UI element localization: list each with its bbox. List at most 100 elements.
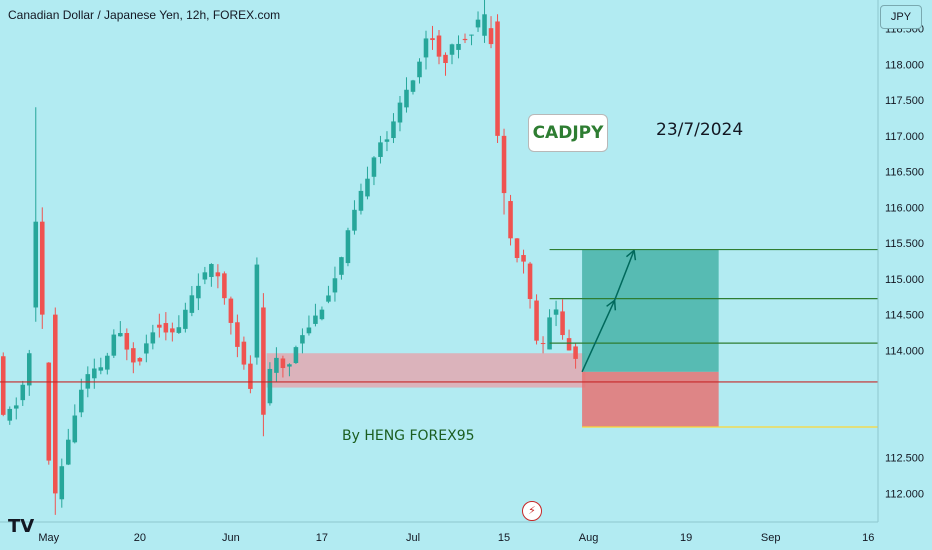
candle-body [553,309,559,315]
candle-body [254,264,260,358]
candle-body [26,353,32,386]
candle-body [202,272,208,280]
candle-body [105,355,110,370]
candle-body [482,14,487,36]
candle-body [540,343,546,345]
candle-body [66,439,71,465]
candle-body [170,328,175,333]
author-byline: By HENG FOREX95 [342,428,475,444]
target-zone [582,249,719,372]
candle-body [118,333,123,337]
candle-body [215,272,221,277]
candle-body [534,300,539,341]
stop-zone [582,371,719,427]
arrow-head [606,299,616,307]
candle-body [46,362,52,461]
candle-body [365,178,370,197]
candle-body [280,358,286,369]
candle-body [358,190,364,211]
candle-body [378,142,383,157]
arrow-head [625,249,635,258]
candle-body [92,368,97,379]
candle-body [267,368,273,404]
price-tick-label: 118.000 [885,59,924,71]
candle-body [189,295,195,313]
candle-body [209,264,214,277]
candle-body [144,343,149,354]
candle-body [228,298,234,323]
time-tick-label: May [38,532,59,544]
candle-body [501,135,507,194]
candle-body [462,38,468,41]
candle-body [59,466,65,500]
candle-body [196,285,201,299]
candle-body [111,334,117,356]
price-axis-panel [878,0,932,550]
candle-body [566,338,572,351]
candle-body [261,307,266,415]
candle-body [222,273,227,299]
candle-body [404,89,409,108]
candle-body [488,28,494,45]
candle-body [7,408,13,421]
candle-body [235,322,240,347]
arrow-head [633,250,637,261]
candle-body [176,327,182,333]
candle-body [241,341,247,365]
zone-layer [266,249,719,427]
candle-body [157,324,162,328]
candle-body [163,323,169,333]
time-tick-label: Sep [761,532,781,544]
candle-body [248,363,253,389]
candle-body [391,121,396,139]
candle-body [410,80,416,92]
candle-body [274,357,279,373]
candle-body [306,327,312,334]
ticker-label: CADJPY [528,114,608,152]
candle-body [495,21,500,136]
candle-body [527,263,533,299]
candle-body [79,389,84,413]
date-label: 23/7/2024 [656,120,744,140]
candle-body [547,317,552,350]
candle-body [508,201,513,239]
candle-layer [0,0,578,515]
candle-body [137,358,143,362]
candle-body [449,44,455,55]
candle-body [313,315,318,324]
currency-button[interactable]: JPY [880,5,922,29]
candle-body [384,139,390,142]
candle-body [339,257,344,275]
candle-body [456,43,461,50]
candle-body [183,309,188,329]
candle-body [397,102,403,123]
candle-body [98,367,104,371]
candle-body [326,295,331,302]
candle-body [345,230,351,264]
price-tick-label: 115.000 [885,274,924,286]
tradingview-logo: TV [8,516,35,537]
candle-body [332,278,338,293]
candle-body [300,335,305,344]
price-tick-label: 117.500 [885,95,924,107]
candle-body [20,384,26,401]
candle-body [352,209,357,231]
candle-body [430,38,435,41]
candle-body [319,309,325,320]
lightning-icon[interactable]: ⚡ [522,501,542,521]
candle-body [131,348,136,363]
candle-body [287,364,292,367]
time-tick-label: Jun [222,532,240,544]
price-tick-label: 116.500 [885,167,924,179]
candle-body [417,61,422,78]
candle-body [39,221,45,315]
time-tick-label: 20 [134,532,146,544]
candle-body [53,314,58,494]
time-tick-label: 19 [680,532,692,544]
candle-body [475,19,481,28]
time-tick-label: 17 [316,532,328,544]
candle-body [436,35,442,57]
candle-body [293,347,299,364]
